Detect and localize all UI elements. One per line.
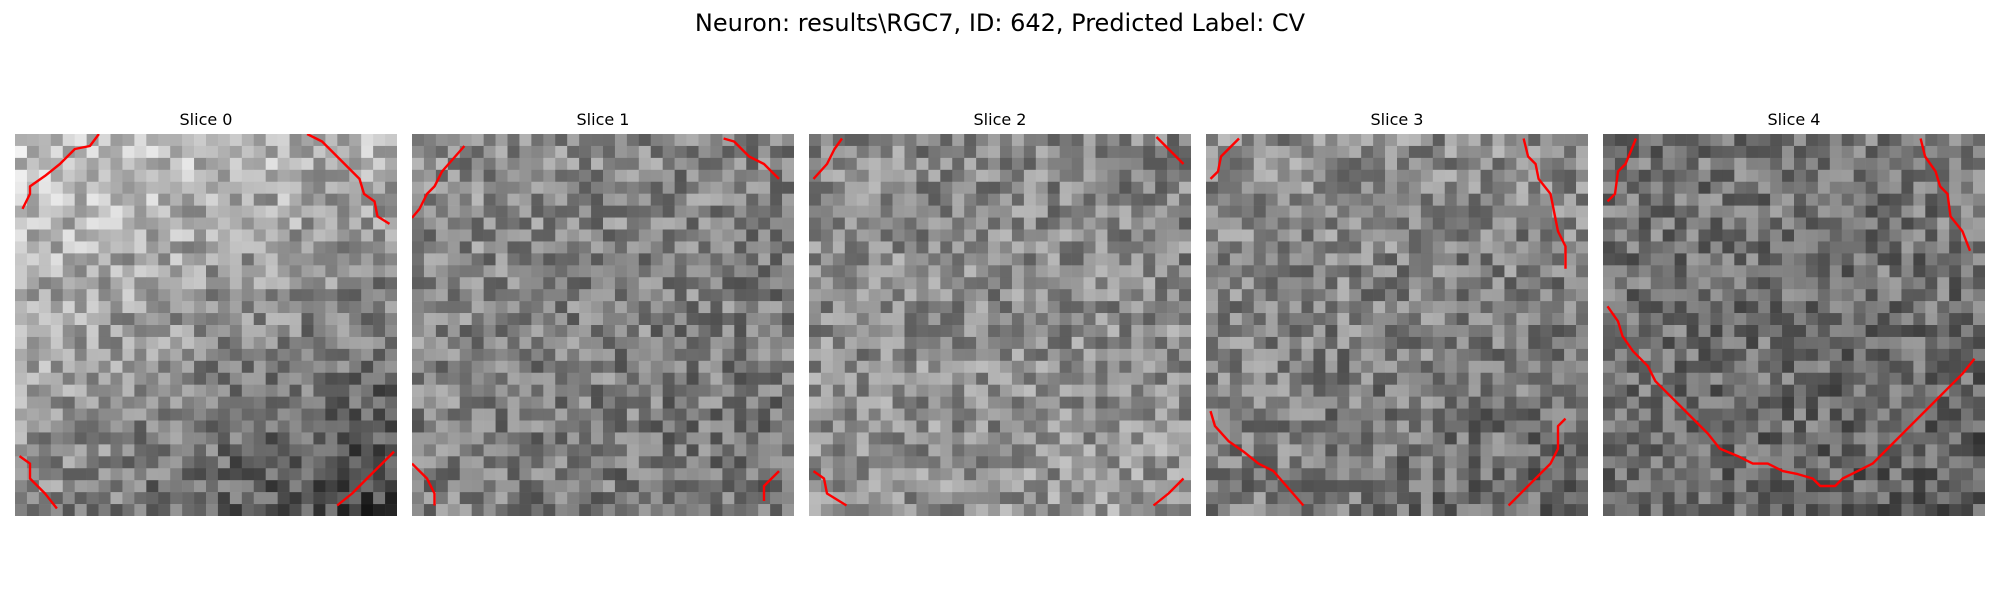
slice-title: Slice 3 bbox=[1370, 110, 1424, 129]
pixel-grid bbox=[412, 134, 794, 516]
slice-image-0 bbox=[15, 134, 397, 516]
slice-panel-4: Slice 4 bbox=[1603, 110, 1985, 516]
pixel-grid bbox=[1206, 134, 1588, 516]
contour-line bbox=[1606, 138, 1638, 203]
contour-line bbox=[1606, 305, 1976, 488]
slice-panel-3: Slice 3 bbox=[1206, 110, 1588, 516]
contour-line bbox=[1155, 136, 1185, 165]
contour-line bbox=[21, 134, 100, 210]
pixel-grid bbox=[1603, 134, 1985, 516]
figure-title: Neuron: results\RGC7, ID: 642, Predicted… bbox=[694, 9, 1306, 37]
pixel-grid bbox=[15, 134, 397, 516]
slice-title: Slice 2 bbox=[973, 110, 1027, 129]
contour-line bbox=[18, 455, 58, 510]
slice-title: Slice 1 bbox=[576, 110, 630, 129]
slice-image-2 bbox=[809, 134, 1191, 516]
contour-line bbox=[412, 462, 436, 506]
slice-image-1 bbox=[412, 134, 794, 516]
contour-line bbox=[1522, 138, 1567, 269]
slice-panel-2: Slice 2 bbox=[809, 110, 1191, 516]
contour-line bbox=[1919, 138, 1972, 252]
slice-image-3 bbox=[1206, 134, 1588, 516]
contour-line bbox=[1209, 410, 1305, 507]
contour-line bbox=[762, 470, 780, 501]
contour-line bbox=[412, 145, 466, 219]
contour-line bbox=[812, 470, 848, 507]
contour-line bbox=[1152, 477, 1185, 507]
contour-line bbox=[306, 134, 391, 225]
slice-title: Slice 4 bbox=[1767, 110, 1821, 129]
contour-line bbox=[812, 137, 843, 180]
slice-title: Slice 0 bbox=[179, 110, 233, 129]
contour-line bbox=[336, 450, 395, 507]
pixel-grid bbox=[809, 134, 1191, 516]
contour-line bbox=[1507, 417, 1567, 507]
slice-image-4 bbox=[1603, 134, 1985, 516]
slice-panel-1: Slice 1 bbox=[412, 110, 794, 516]
contour-line bbox=[1209, 137, 1240, 180]
contour-line bbox=[723, 137, 780, 180]
slice-panel-0: Slice 0 bbox=[15, 110, 397, 516]
